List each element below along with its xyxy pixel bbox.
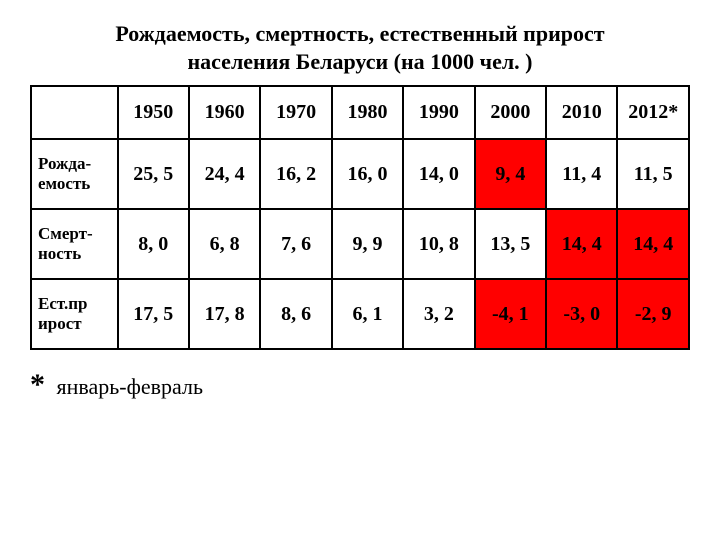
header-year: 2012* (617, 86, 689, 139)
cell: 8, 6 (260, 279, 331, 349)
cell: 17, 8 (189, 279, 260, 349)
cell: 9, 9 (332, 209, 403, 279)
cell: 11, 4 (546, 139, 617, 209)
table-body: Рожда-емость 25, 5 24, 4 16, 2 16, 0 14,… (31, 139, 689, 349)
cell: 16, 0 (332, 139, 403, 209)
title-line-1: Рождаемость, смертность, естественный пр… (115, 21, 604, 46)
table-header-row: 1950 1960 1970 1980 1990 2000 2010 2012* (31, 86, 689, 139)
cell: 7, 6 (260, 209, 331, 279)
footnote: * январь-февраль (30, 368, 690, 402)
cell: 11, 5 (617, 139, 689, 209)
table-row: Рожда-емость 25, 5 24, 4 16, 2 16, 0 14,… (31, 139, 689, 209)
cell: -4, 1 (475, 279, 546, 349)
cell: 8, 0 (118, 209, 189, 279)
header-year: 2000 (475, 86, 546, 139)
header-blank (31, 86, 118, 139)
cell: 14, 4 (546, 209, 617, 279)
table-row: Ест.пр ирост 17, 5 17, 8 8, 6 6, 1 3, 2 … (31, 279, 689, 349)
demographics-table: 1950 1960 1970 1980 1990 2000 2010 2012*… (30, 85, 690, 350)
header-year: 1960 (189, 86, 260, 139)
cell: 25, 5 (118, 139, 189, 209)
cell: 6, 8 (189, 209, 260, 279)
cell: 3, 2 (403, 279, 474, 349)
cell: 9, 4 (475, 139, 546, 209)
cell: -3, 0 (546, 279, 617, 349)
header-year: 1980 (332, 86, 403, 139)
cell: 14, 0 (403, 139, 474, 209)
cell: 17, 5 (118, 279, 189, 349)
cell: 6, 1 (332, 279, 403, 349)
cell: -2, 9 (617, 279, 689, 349)
row-label: Смерт-ность (31, 209, 118, 279)
footnote-star: * (30, 368, 45, 401)
footnote-text: январь-февраль (57, 374, 204, 399)
header-year: 1970 (260, 86, 331, 139)
header-year: 1950 (118, 86, 189, 139)
row-label: Рожда-емость (31, 139, 118, 209)
row-label: Ест.пр ирост (31, 279, 118, 349)
cell: 13, 5 (475, 209, 546, 279)
header-year: 2010 (546, 86, 617, 139)
cell: 16, 2 (260, 139, 331, 209)
table-row: Смерт-ность 8, 0 6, 8 7, 6 9, 9 10, 8 13… (31, 209, 689, 279)
cell: 24, 4 (189, 139, 260, 209)
cell: 14, 4 (617, 209, 689, 279)
title-line-2: населения Беларуси (на 1000 чел. ) (187, 49, 532, 74)
cell: 10, 8 (403, 209, 474, 279)
header-year: 1990 (403, 86, 474, 139)
page-title: Рождаемость, смертность, естественный пр… (30, 20, 690, 75)
